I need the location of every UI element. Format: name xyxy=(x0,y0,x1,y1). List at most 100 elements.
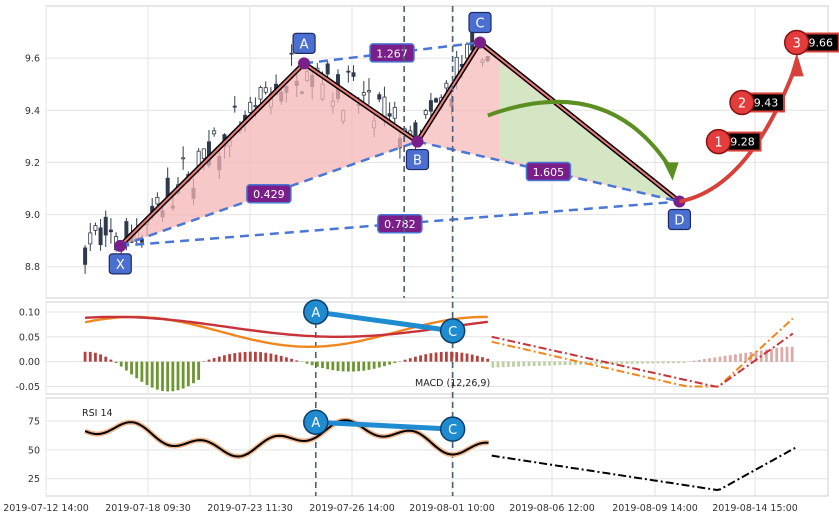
macd-histogram-bar xyxy=(223,355,226,362)
macd-histogram-bar xyxy=(589,361,593,365)
macd-histogram-bar xyxy=(708,358,712,362)
candle-body xyxy=(88,232,93,245)
macd-histogram-bar xyxy=(465,353,469,362)
macd-histogram-bar xyxy=(615,361,619,364)
macd-histogram-bar xyxy=(393,361,397,363)
macd-histogram-bar xyxy=(383,361,386,367)
rsi-projection xyxy=(491,447,796,492)
macd-histogram-bar xyxy=(610,361,613,365)
x-tick-label: 2019-07-26 14:00 xyxy=(309,503,395,514)
axes: 2019-07-12 14:00 2019-07-18 09:30 2019-07-… xyxy=(3,54,798,514)
macd-histogram-bar xyxy=(470,354,474,362)
macd-histogram-bar xyxy=(254,351,257,362)
macd-histogram-bar xyxy=(192,361,195,384)
candle-body xyxy=(366,90,371,93)
macd-histogram-bar xyxy=(599,361,603,365)
macd-histogram-bar xyxy=(677,361,681,364)
candle-body xyxy=(98,227,103,246)
target-label: 3 xyxy=(793,37,801,52)
rsi-divergence-marker xyxy=(303,409,329,435)
pattern-leg-inner xyxy=(119,62,305,247)
macd-histogram-bar xyxy=(429,353,433,362)
candle-body xyxy=(108,229,113,233)
candle-body xyxy=(434,98,439,103)
macd-histogram-bar xyxy=(734,354,737,362)
macd-divergence-line xyxy=(315,309,453,334)
point-badge xyxy=(292,32,316,54)
macd-histogram-bar xyxy=(274,354,278,362)
x-tick-label: 2019-08-14 15:00 xyxy=(712,503,798,514)
macd-histogram-bar xyxy=(99,354,102,362)
point-badge xyxy=(405,148,430,171)
macd-panel xyxy=(45,301,829,395)
macd-histogram-bar xyxy=(682,361,686,364)
rsi-line xyxy=(84,419,489,458)
candle-body xyxy=(392,107,397,119)
macd-histogram-bar xyxy=(207,359,211,362)
candle-body xyxy=(377,94,382,100)
macd-histogram-bar xyxy=(563,361,567,366)
pattern-point xyxy=(298,57,311,70)
macd-histogram-bar xyxy=(506,361,510,367)
macd-histogram-bar xyxy=(434,352,438,362)
x-tick-label: 2019-07-23 11:30 xyxy=(207,503,293,514)
macd-histogram-bar xyxy=(661,361,665,364)
candle-body xyxy=(181,157,186,160)
rsi-divergence-line xyxy=(315,419,453,432)
price-panel xyxy=(45,5,829,299)
point-label: B xyxy=(413,154,422,169)
x-tick-label: 2019-07-12 14:00 xyxy=(3,503,89,514)
point-label: C xyxy=(475,17,484,32)
macd-histogram-bar xyxy=(181,361,185,389)
point-label: D xyxy=(674,214,684,229)
ratio-badge xyxy=(369,43,415,63)
macd-histogram-bar xyxy=(259,352,262,362)
macd-histogram-bar xyxy=(744,352,748,362)
macd-histogram-bar xyxy=(439,351,443,362)
candle-body xyxy=(387,113,392,117)
target-marker xyxy=(705,128,732,155)
target-value: 9.66 xyxy=(808,37,833,50)
candle-body xyxy=(248,101,253,113)
macd-histogram-bar xyxy=(315,361,319,367)
macd-histogram-bar xyxy=(419,355,422,362)
pattern-leg-inner xyxy=(479,41,681,203)
rsi-title: RSI 14 xyxy=(82,408,113,419)
macd-histogram-bar xyxy=(723,355,727,362)
x-tick-label: 2019-07-18 09:30 xyxy=(105,503,191,514)
pattern-leg-inner xyxy=(416,41,481,143)
macd-histogram-bar xyxy=(135,361,139,379)
macd-histogram-bar xyxy=(646,361,650,364)
macd-histogram-bar xyxy=(501,361,505,368)
macd-histogram-bar xyxy=(269,353,273,362)
macd-histogram-bar xyxy=(104,356,108,362)
macd-title: MACD (12,26,9) xyxy=(415,378,490,389)
macd-histogram-bar xyxy=(512,361,515,367)
macd-histogram-bar xyxy=(248,351,252,362)
macd-histogram-bar xyxy=(775,348,779,362)
target-value: 9.28 xyxy=(730,136,755,149)
y-tick-label: 0.10 xyxy=(19,307,40,318)
macd-histogram-bar xyxy=(155,361,159,390)
pattern-point xyxy=(474,36,487,49)
macd-histogram-bar xyxy=(635,361,639,364)
macd-histogram-bar xyxy=(140,361,144,382)
point-badge xyxy=(108,253,132,275)
y-tick-label: 25 xyxy=(28,474,40,485)
pattern-leg-inner xyxy=(303,62,419,143)
candle-body xyxy=(325,63,330,75)
macd-histogram-bar xyxy=(785,346,789,362)
target-arrowhead xyxy=(789,52,804,77)
macd-histogram-bar xyxy=(310,361,314,366)
macd-histogram-bar xyxy=(346,361,350,372)
macd-histogram-bar xyxy=(553,361,557,366)
projection-arrow xyxy=(487,99,674,172)
candle-body xyxy=(232,105,237,108)
macd-histogram-bar xyxy=(388,361,392,365)
macd-histogram-bar xyxy=(697,359,701,362)
macd-histogram-bar xyxy=(713,357,717,362)
x-tick-label: 2019-08-06 12:00 xyxy=(509,503,595,514)
macd-histogram-bar xyxy=(568,361,572,365)
